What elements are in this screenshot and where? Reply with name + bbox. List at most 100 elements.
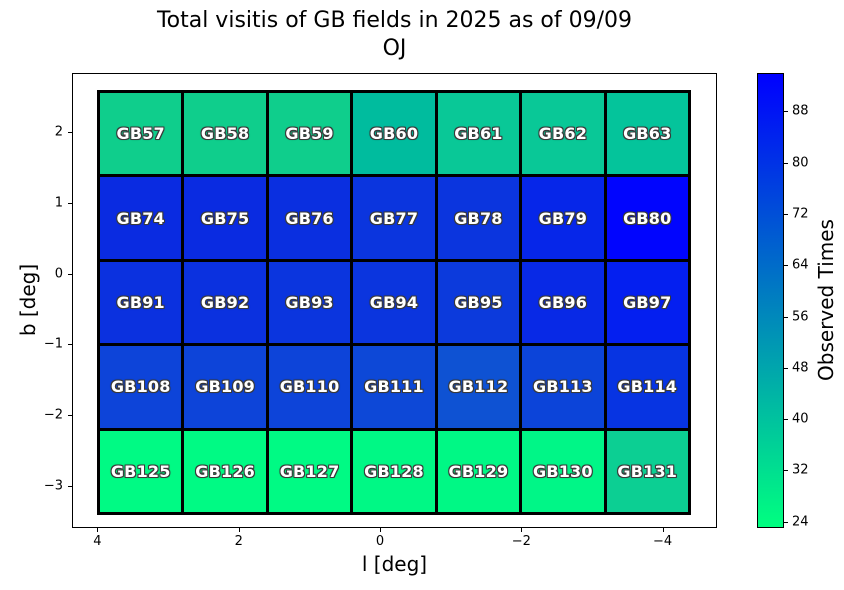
heatmap-cell-label: GB60: [369, 124, 419, 144]
heatmap-cell-label: GB125: [110, 461, 171, 481]
colorbar-tick-label: 56: [792, 309, 809, 325]
heatmap-cell-GB129: GB129: [437, 430, 520, 512]
heatmap-cell-label: GB57: [116, 124, 165, 144]
y-tick-mark: [68, 273, 72, 275]
colorbar-tick-label: 88: [792, 103, 809, 119]
heatmap-cell-label: GB112: [448, 377, 509, 397]
colorbar-tick-label: 64: [792, 257, 809, 273]
heatmap-cell-GB76: GB76: [268, 177, 351, 259]
colorbar-tick-mark: [784, 162, 788, 164]
heatmap-grid: GB57 GB58 GB59 GB60 GB61 GB62 GB63 GB74 GB75 GB76…: [97, 90, 691, 515]
heatmap-cell-GB111: GB111: [353, 346, 435, 428]
heatmap-cell-label: GB109: [195, 377, 255, 397]
y-tick-mark: [68, 485, 72, 487]
heatmap-cell-GB80: GB80: [606, 177, 688, 259]
colorbar-tick-mark: [784, 111, 788, 113]
x-tick-label: −2: [511, 534, 531, 549]
heatmap-cell-GB94: GB94: [353, 261, 435, 344]
heatmap-cell-GB58: GB58: [184, 93, 266, 175]
heatmap-cell-label: GB110: [279, 377, 340, 397]
y-tick-mark: [68, 414, 72, 416]
heatmap-cell-GB128: GB128: [353, 430, 435, 512]
y-tick-label: 1: [54, 195, 63, 211]
heatmap-cell-GB93: GB93: [268, 261, 351, 344]
colorbar-tick-mark: [784, 419, 788, 421]
heatmap-cell-GB108: GB108: [100, 346, 182, 428]
heatmap-cell-GB97: GB97: [606, 261, 688, 344]
x-tick-mark: [97, 528, 99, 532]
heatmap-cell-GB60: GB60: [353, 93, 435, 175]
heatmap-cell-label: GB131: [617, 461, 678, 481]
colorbar-tick-mark: [784, 367, 788, 369]
heatmap-cell-GB110: GB110: [268, 346, 351, 428]
heatmap-cell-label: GB111: [364, 377, 424, 397]
heatmap-cell-GB114: GB114: [606, 346, 688, 428]
heatmap-cell-GB92: GB92: [184, 261, 266, 344]
heatmap-cell-label: GB79: [538, 208, 588, 228]
heatmap-cell-label: GB94: [369, 292, 419, 312]
heatmap-cell-GB74: GB74: [100, 177, 182, 259]
heatmap-cell-label: GB95: [454, 292, 503, 312]
y-tick-label: 0: [54, 266, 63, 282]
heatmap-cell-GB112: GB112: [437, 346, 520, 428]
heatmap-cell-GB127: GB127: [268, 430, 351, 512]
y-tick-mark: [68, 203, 72, 204]
heatmap-cell-GB63: GB63: [606, 93, 688, 175]
colorbar-tick-mark: [784, 470, 788, 472]
colorbar-tick-label: 72: [792, 206, 809, 222]
colorbar-tick-label: 24: [792, 514, 809, 530]
heatmap-cell-label: GB77: [369, 208, 419, 228]
heatmap-cell-label: GB80: [623, 208, 672, 228]
y-tick-label: −1: [43, 336, 63, 352]
heatmap-cell-GB57: GB57: [100, 93, 182, 175]
heatmap-cell-label: GB59: [285, 124, 334, 144]
colorbar-tick-label: 48: [792, 360, 809, 376]
heatmap-cell-GB113: GB113: [522, 346, 604, 428]
heatmap-cell-GB78: GB78: [437, 177, 520, 259]
heatmap-cell-GB95: GB95: [437, 261, 520, 344]
heatmap-cell-label: GB97: [623, 292, 672, 312]
colorbar-tick-label: 40: [792, 411, 809, 427]
heatmap-cell-GB59: GB59: [268, 93, 351, 175]
heatmap-cell-label: GB78: [454, 208, 503, 228]
heatmap-cell-GB75: GB75: [184, 177, 266, 259]
colorbar: [757, 73, 784, 528]
heatmap-cell-GB96: GB96: [522, 261, 604, 344]
chart-title-line1: Total visitis of GB fields in 2025 as of…: [156, 8, 633, 33]
x-tick-mark: [521, 528, 523, 532]
heatmap-cell-label: GB92: [200, 292, 250, 312]
heatmap-cell-GB79: GB79: [522, 177, 604, 259]
heatmap-cell-GB125: GB125: [100, 430, 182, 512]
y-tick-label: −2: [43, 407, 63, 423]
heatmap-cell-label: GB74: [116, 208, 165, 228]
heatmap-cell-label: GB130: [532, 461, 593, 481]
x-tick-label: 2: [234, 534, 243, 549]
heatmap-cell-label: GB108: [110, 377, 171, 397]
heatmap-cell-GB62: GB62: [522, 93, 604, 175]
y-axis-label: b [deg]: [16, 263, 40, 337]
colorbar-tick-label: 32: [792, 462, 809, 478]
heatmap-cell-label: GB126: [195, 461, 255, 481]
heatmap-cell-GB91: GB91: [100, 261, 182, 344]
heatmap-cell-GB61: GB61: [437, 93, 520, 175]
heatmap-cell-label: GB62: [538, 124, 588, 144]
heatmap-cell-GB77: GB77: [353, 177, 435, 259]
heatmap-cell-label: GB93: [285, 292, 334, 312]
heatmap-cell-label: GB61: [454, 124, 503, 144]
x-tick-mark: [662, 528, 664, 532]
y-tick-label: 2: [54, 124, 63, 140]
colorbar-tick-mark: [784, 521, 788, 523]
y-tick-label: −3: [43, 478, 63, 494]
heatmap-cell-label: GB114: [617, 377, 678, 397]
heatmap-cell-label: GB129: [448, 461, 509, 481]
x-axis-label: l [deg]: [361, 552, 428, 576]
colorbar-tick-label: 80: [792, 155, 809, 171]
x-tick-label: 0: [375, 534, 385, 549]
heatmap-cell-label: GB58: [200, 124, 250, 144]
colorbar-tick-mark: [784, 265, 788, 267]
heatmap-cell-label: GB96: [538, 292, 588, 312]
colorbar-tick-mark: [784, 213, 788, 215]
heatmap-cell-label: GB127: [279, 461, 340, 481]
x-tick-label: 4: [93, 534, 102, 549]
